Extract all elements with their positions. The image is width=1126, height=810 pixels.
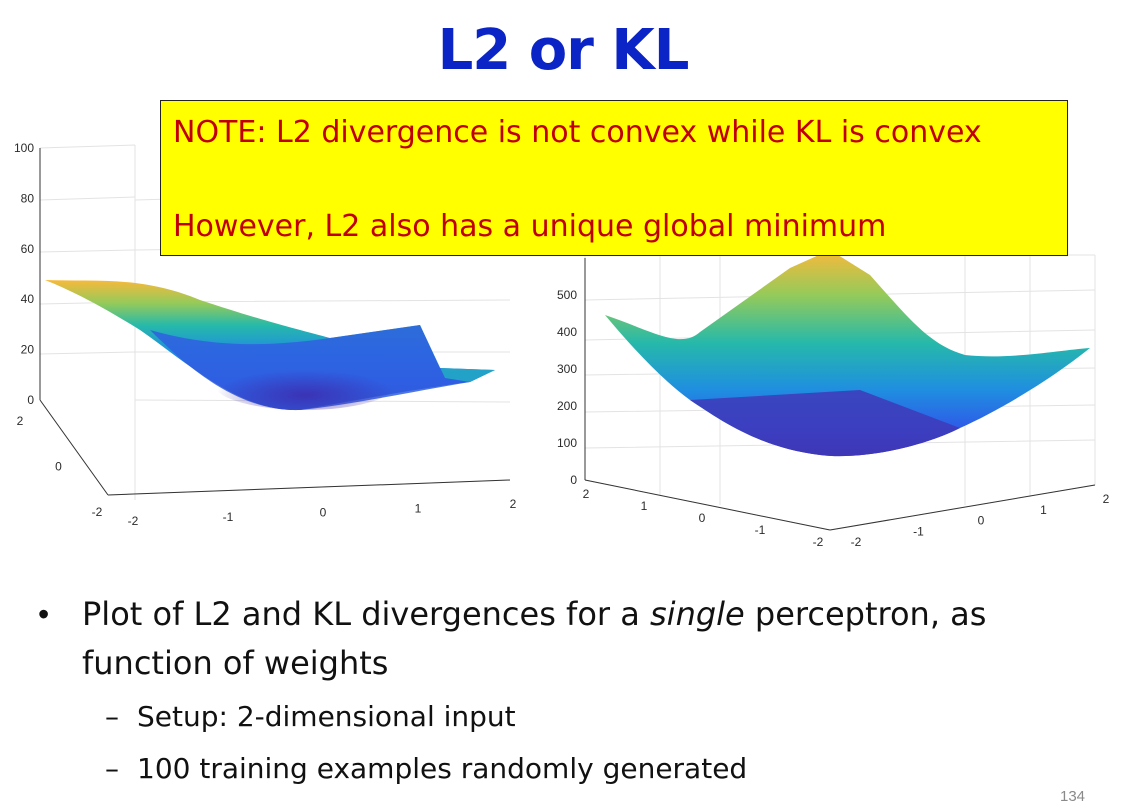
l2-ridge-face (420, 325, 495, 382)
kl-axis-lines (584, 258, 1096, 531)
sub-bullet-text: 100 training examples randomly generated (137, 752, 748, 785)
l2-axis-lines (39, 148, 511, 496)
note-box: NOTE: L2 divergence is not convex while … (160, 100, 1068, 256)
y-tick-label: -2 (92, 505, 103, 519)
z-tick-label: 40 (21, 292, 35, 306)
note-line-1: NOTE: L2 divergence is not convex while … (173, 115, 982, 150)
note-line-2: However, L2 also has a unique global min… (173, 209, 887, 244)
z-tick-label: 300 (557, 362, 577, 376)
z-tick-label: 100 (557, 436, 577, 450)
y-tick-label: -1 (755, 523, 766, 537)
kl-x-tick-labels: -2 -1 0 1 2 (851, 492, 1110, 549)
x-tick-label: -1 (223, 510, 234, 524)
z-tick-label: 0 (27, 393, 34, 407)
x-tick-label: 0 (320, 506, 327, 520)
bullet-text: Plot of L2 and KL divergences for a sing… (82, 590, 1072, 688)
x-tick-label: 2 (510, 497, 517, 511)
y-tick-label: 1 (641, 499, 648, 513)
y-tick-label: 0 (55, 460, 62, 474)
l2-minimum-region (215, 360, 395, 410)
sub-bullet-examples: –100 training examples randomly generate… (105, 752, 748, 785)
sub-bullet-text: Setup: 2-dimensional input (137, 700, 516, 733)
x-tick-label: -2 (128, 514, 139, 528)
sub-bullet-setup: – Setup: 2-dimensional input (105, 700, 516, 733)
kl-y-tick-labels: -2 -1 0 1 2 (583, 487, 824, 549)
y-tick-label: 2 (17, 414, 24, 428)
l2-z-tick-labels: 0 20 40 60 80 100 (14, 141, 34, 407)
y-tick-label: 2 (583, 487, 590, 501)
x-tick-label: -2 (851, 535, 862, 549)
page-number: 134 (1060, 788, 1086, 805)
z-tick-label: 500 (557, 288, 577, 302)
x-tick-label: 2 (1103, 492, 1110, 506)
z-tick-label: 0 (570, 473, 577, 487)
l2-x-tick-labels: -2 -1 0 1 2 (128, 497, 517, 528)
bullet-text-after: perceptron, as function of weights (82, 595, 987, 682)
slide-title: L2 or KL (437, 18, 690, 83)
y-tick-label: 0 (699, 511, 706, 525)
z-tick-label: 400 (557, 325, 577, 339)
x-tick-label: 1 (1040, 503, 1047, 517)
bullet-emphasis: single (650, 595, 745, 633)
z-tick-label: 80 (21, 191, 35, 205)
z-tick-label: 20 (21, 343, 35, 357)
l2-y-tick-labels: -2 0 2 (17, 414, 103, 519)
x-tick-label: -1 (913, 524, 924, 538)
kl-plot: 0 100 200 300 400 500 -2 -1 0 1 2 -2 -1 0 1 2 (557, 250, 1110, 549)
z-tick-label: 200 (557, 399, 577, 413)
z-tick-label: 60 (21, 242, 35, 256)
kl-z-tick-labels: 0 100 200 300 400 500 (557, 288, 577, 487)
x-tick-label: 1 (415, 501, 422, 515)
bullet-text-before: Plot of L2 and KL divergences for a (82, 595, 650, 633)
y-tick-label: -2 (813, 535, 824, 549)
z-tick-label: 100 (14, 141, 34, 155)
bullet-dot: • (38, 596, 50, 632)
x-tick-label: 0 (978, 514, 985, 528)
kl-surface-front (690, 390, 960, 457)
